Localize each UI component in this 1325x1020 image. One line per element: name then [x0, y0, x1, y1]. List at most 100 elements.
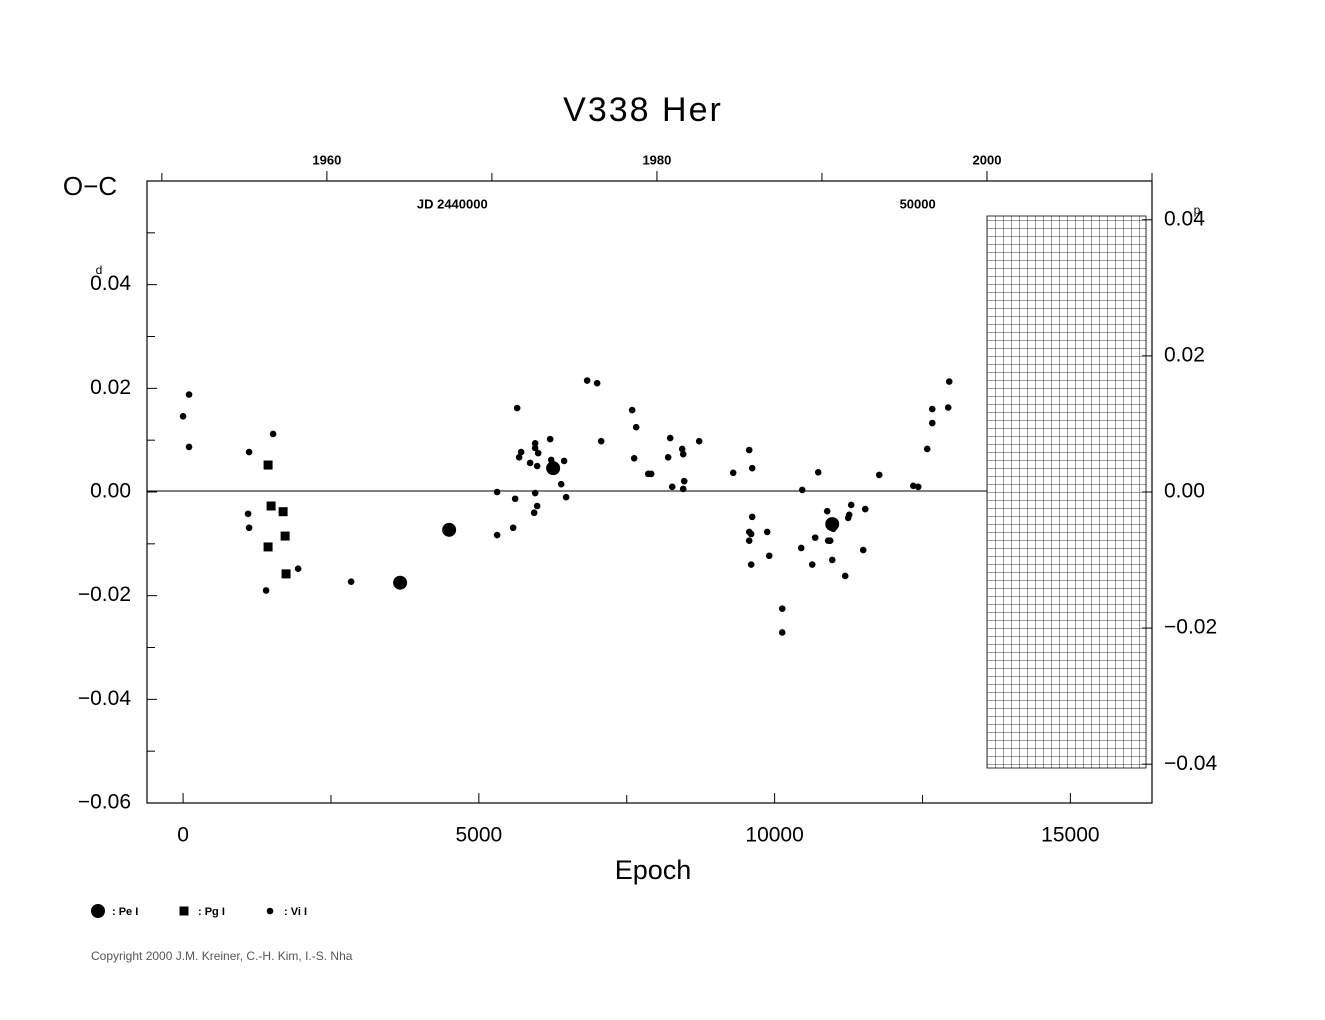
point [666, 434, 674, 442]
point [928, 405, 936, 413]
point [278, 507, 288, 517]
point [347, 578, 355, 585]
point [798, 486, 806, 494]
point [678, 445, 686, 453]
point [679, 450, 687, 458]
y-tick-label: 0.02 [90, 376, 131, 399]
point [875, 471, 883, 479]
point [859, 546, 867, 554]
point [583, 377, 591, 384]
point [668, 483, 676, 491]
point [245, 448, 253, 456]
point [442, 522, 457, 537]
x-axis-title: Epoch [615, 855, 692, 885]
x-tick-label: 0 [177, 824, 189, 847]
point [647, 470, 655, 478]
point [493, 488, 501, 496]
x-tick-label: 10000 [745, 824, 803, 847]
point [632, 423, 640, 431]
point [593, 379, 601, 387]
point [808, 561, 816, 568]
point [263, 542, 273, 552]
legend-label: : Pe I [112, 906, 138, 918]
point [826, 537, 834, 545]
point [515, 453, 523, 461]
point [763, 528, 771, 536]
y-axis-title: O−C [63, 171, 117, 201]
point [829, 525, 837, 533]
point [534, 449, 542, 457]
top-tick-label: 2000 [973, 152, 1002, 167]
point [560, 457, 568, 465]
point [945, 378, 953, 385]
y2-unit: p [1194, 203, 1201, 217]
legend-marker [91, 904, 105, 918]
point [814, 469, 822, 476]
point [828, 556, 836, 564]
point [748, 513, 756, 521]
point [944, 404, 952, 411]
jd-label: 50000 [900, 196, 936, 211]
y2-tick-label: 0.02 [1164, 343, 1205, 366]
point [280, 531, 290, 541]
y-unit: d [96, 263, 103, 277]
y-tick-label: 0.04 [90, 272, 131, 295]
point [778, 629, 786, 636]
legend-marker [266, 907, 274, 915]
y2-tick-label: −0.04 [1164, 752, 1217, 775]
point [664, 453, 672, 461]
point [745, 537, 753, 545]
point [729, 469, 737, 477]
x-tick-label: 15000 [1041, 824, 1099, 847]
point [914, 483, 922, 491]
point [245, 524, 253, 532]
point [179, 413, 187, 420]
y2-tick-label: 0.00 [1164, 480, 1205, 503]
point [680, 477, 688, 485]
point [294, 565, 302, 573]
point [526, 459, 534, 467]
point [547, 456, 555, 464]
point [909, 482, 917, 490]
point [517, 448, 525, 456]
jd-label: JD 2440000 [417, 196, 488, 211]
y2-tick-label: 0.04 [1164, 207, 1205, 230]
point [841, 572, 849, 580]
y2-tick-label: −0.02 [1164, 616, 1217, 639]
point [531, 444, 539, 452]
point [861, 505, 869, 513]
point [811, 534, 819, 541]
point [557, 480, 565, 488]
point [823, 507, 831, 515]
point [679, 485, 687, 493]
point [262, 587, 270, 594]
copyright: Copyright 2000 J.M. Kreiner, C.-H. Kim, … [91, 949, 353, 963]
point [533, 502, 541, 510]
point [546, 435, 554, 443]
legend-label: : Vi I [284, 906, 307, 918]
point [531, 439, 539, 447]
chart-title: V338 Her [563, 91, 723, 129]
point [281, 569, 291, 579]
legend-marker [179, 906, 189, 916]
y-tick-label: −0.06 [78, 791, 131, 814]
point [695, 437, 703, 445]
legend-label: : Pg I [198, 906, 225, 918]
point [530, 509, 538, 517]
point [269, 430, 277, 438]
point [797, 544, 805, 552]
top-tick-label: 1960 [312, 152, 341, 167]
point [628, 406, 636, 414]
top-tick-label: 1980 [642, 152, 671, 167]
point [745, 446, 753, 454]
x-tick-label: 5000 [455, 824, 502, 847]
point [765, 552, 773, 560]
point [244, 510, 252, 518]
point [778, 605, 786, 612]
point [509, 524, 517, 532]
point [928, 419, 936, 427]
point [533, 462, 541, 470]
point [923, 445, 931, 453]
point [748, 464, 756, 472]
